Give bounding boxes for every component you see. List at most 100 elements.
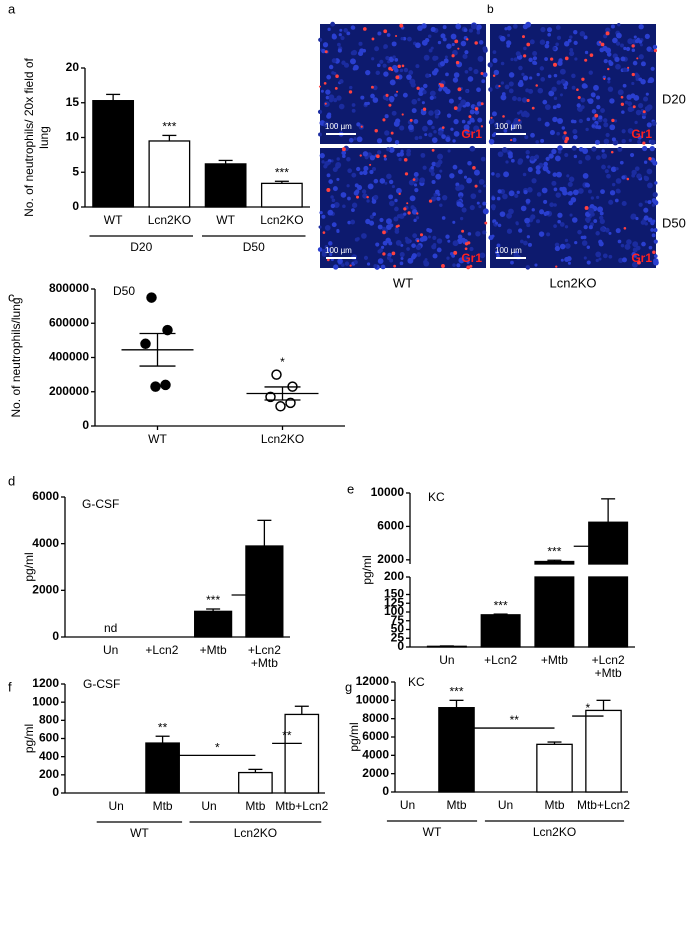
panel-letter: f (8, 679, 12, 694)
nucleus (531, 178, 537, 184)
gr1-cell (454, 39, 459, 44)
nucleus (466, 177, 472, 184)
y-tick-label: 100 (384, 604, 404, 618)
nucleus (569, 35, 573, 39)
nucleus (637, 103, 644, 109)
panel-letter: a (8, 1, 16, 16)
gr1-cell (369, 163, 372, 166)
nucleus (581, 83, 588, 89)
nucleus (559, 68, 566, 75)
stain-label: Gr1 (461, 251, 482, 265)
nucleus (358, 50, 364, 57)
nucleus (496, 243, 501, 248)
nucleus (428, 110, 434, 116)
gr1-cell (636, 57, 639, 60)
nucleus (563, 41, 570, 47)
nucleus (482, 230, 487, 235)
nucleus (448, 98, 454, 104)
nucleus (334, 202, 340, 208)
y-tick-label: 50 (391, 622, 405, 636)
y-tick-label: 6000 (362, 729, 389, 743)
gr1-cell (653, 49, 658, 53)
stain-label: Gr1 (631, 127, 652, 141)
nucleus (599, 215, 604, 221)
nucleus (373, 178, 379, 184)
nucleus (560, 79, 566, 84)
scale-bar-label: 100 µm (495, 122, 522, 131)
nucleus (652, 160, 658, 166)
chart-title: D50 (113, 284, 135, 298)
nucleus (447, 239, 451, 243)
nucleus (504, 27, 508, 31)
nucleus (453, 72, 460, 78)
nucleus (573, 40, 578, 46)
nucleus (365, 218, 371, 225)
gr1-cell (652, 250, 656, 254)
bar (284, 713, 320, 794)
nucleus (548, 153, 554, 159)
nucleus (422, 165, 427, 170)
nucleus (464, 69, 469, 74)
nucleus (353, 190, 359, 196)
nucleus (535, 165, 541, 171)
bar (588, 576, 629, 648)
nucleus (493, 132, 497, 136)
nucleus (431, 161, 437, 167)
y-tick-label: 0 (382, 784, 389, 798)
nucleus (529, 76, 533, 80)
x-tick-label: +Lcn2 (484, 653, 517, 667)
gr1-cell (469, 264, 473, 268)
nucleus (406, 151, 411, 157)
data-point (285, 397, 296, 409)
nucleus (540, 138, 545, 143)
chart-title: KC (408, 675, 425, 689)
gr1-cell (610, 150, 614, 154)
gr1-cell (453, 106, 458, 110)
nucleus (323, 121, 329, 128)
nucleus (423, 54, 430, 61)
gr1-cell (626, 177, 630, 181)
nucleus (573, 29, 578, 35)
nucleus (449, 251, 454, 256)
nucleus (432, 253, 438, 259)
nucleus (615, 188, 621, 194)
gr1-cell (457, 47, 460, 50)
bracket-label: ** (510, 713, 520, 727)
nucleus (647, 182, 653, 189)
nucleus (522, 75, 529, 81)
bar (480, 614, 521, 648)
nucleus (429, 90, 436, 97)
nucleus (578, 118, 584, 124)
nucleus (631, 261, 638, 268)
nucleus (367, 183, 374, 190)
gr1-cell (323, 81, 327, 85)
nucleus (586, 260, 591, 265)
nucleus (416, 252, 422, 257)
nucleus (584, 50, 589, 55)
nucleus (619, 160, 624, 165)
nucleus (577, 229, 582, 235)
nucleus (339, 79, 344, 84)
nucleus (627, 106, 634, 113)
nucleus (392, 64, 398, 71)
nucleus (607, 80, 611, 84)
gr1-cell (366, 195, 369, 199)
nucleus (420, 152, 426, 158)
nucleus (354, 237, 359, 242)
nucleus (332, 186, 338, 192)
nucleus (526, 155, 530, 159)
nucleus (547, 74, 552, 79)
y-axis-label: pg/ml (22, 724, 36, 753)
gr1-cell (550, 57, 554, 61)
nucleus (450, 127, 454, 131)
gr1-cell (480, 102, 484, 106)
nucleus (452, 49, 458, 56)
nucleus (537, 117, 542, 122)
nucleus (556, 80, 562, 85)
nucleus (510, 158, 515, 163)
nucleus (380, 264, 386, 270)
gr1-cell (318, 85, 322, 88)
nucleus (609, 190, 616, 196)
nucleus (610, 24, 615, 29)
nucleus (552, 105, 557, 110)
